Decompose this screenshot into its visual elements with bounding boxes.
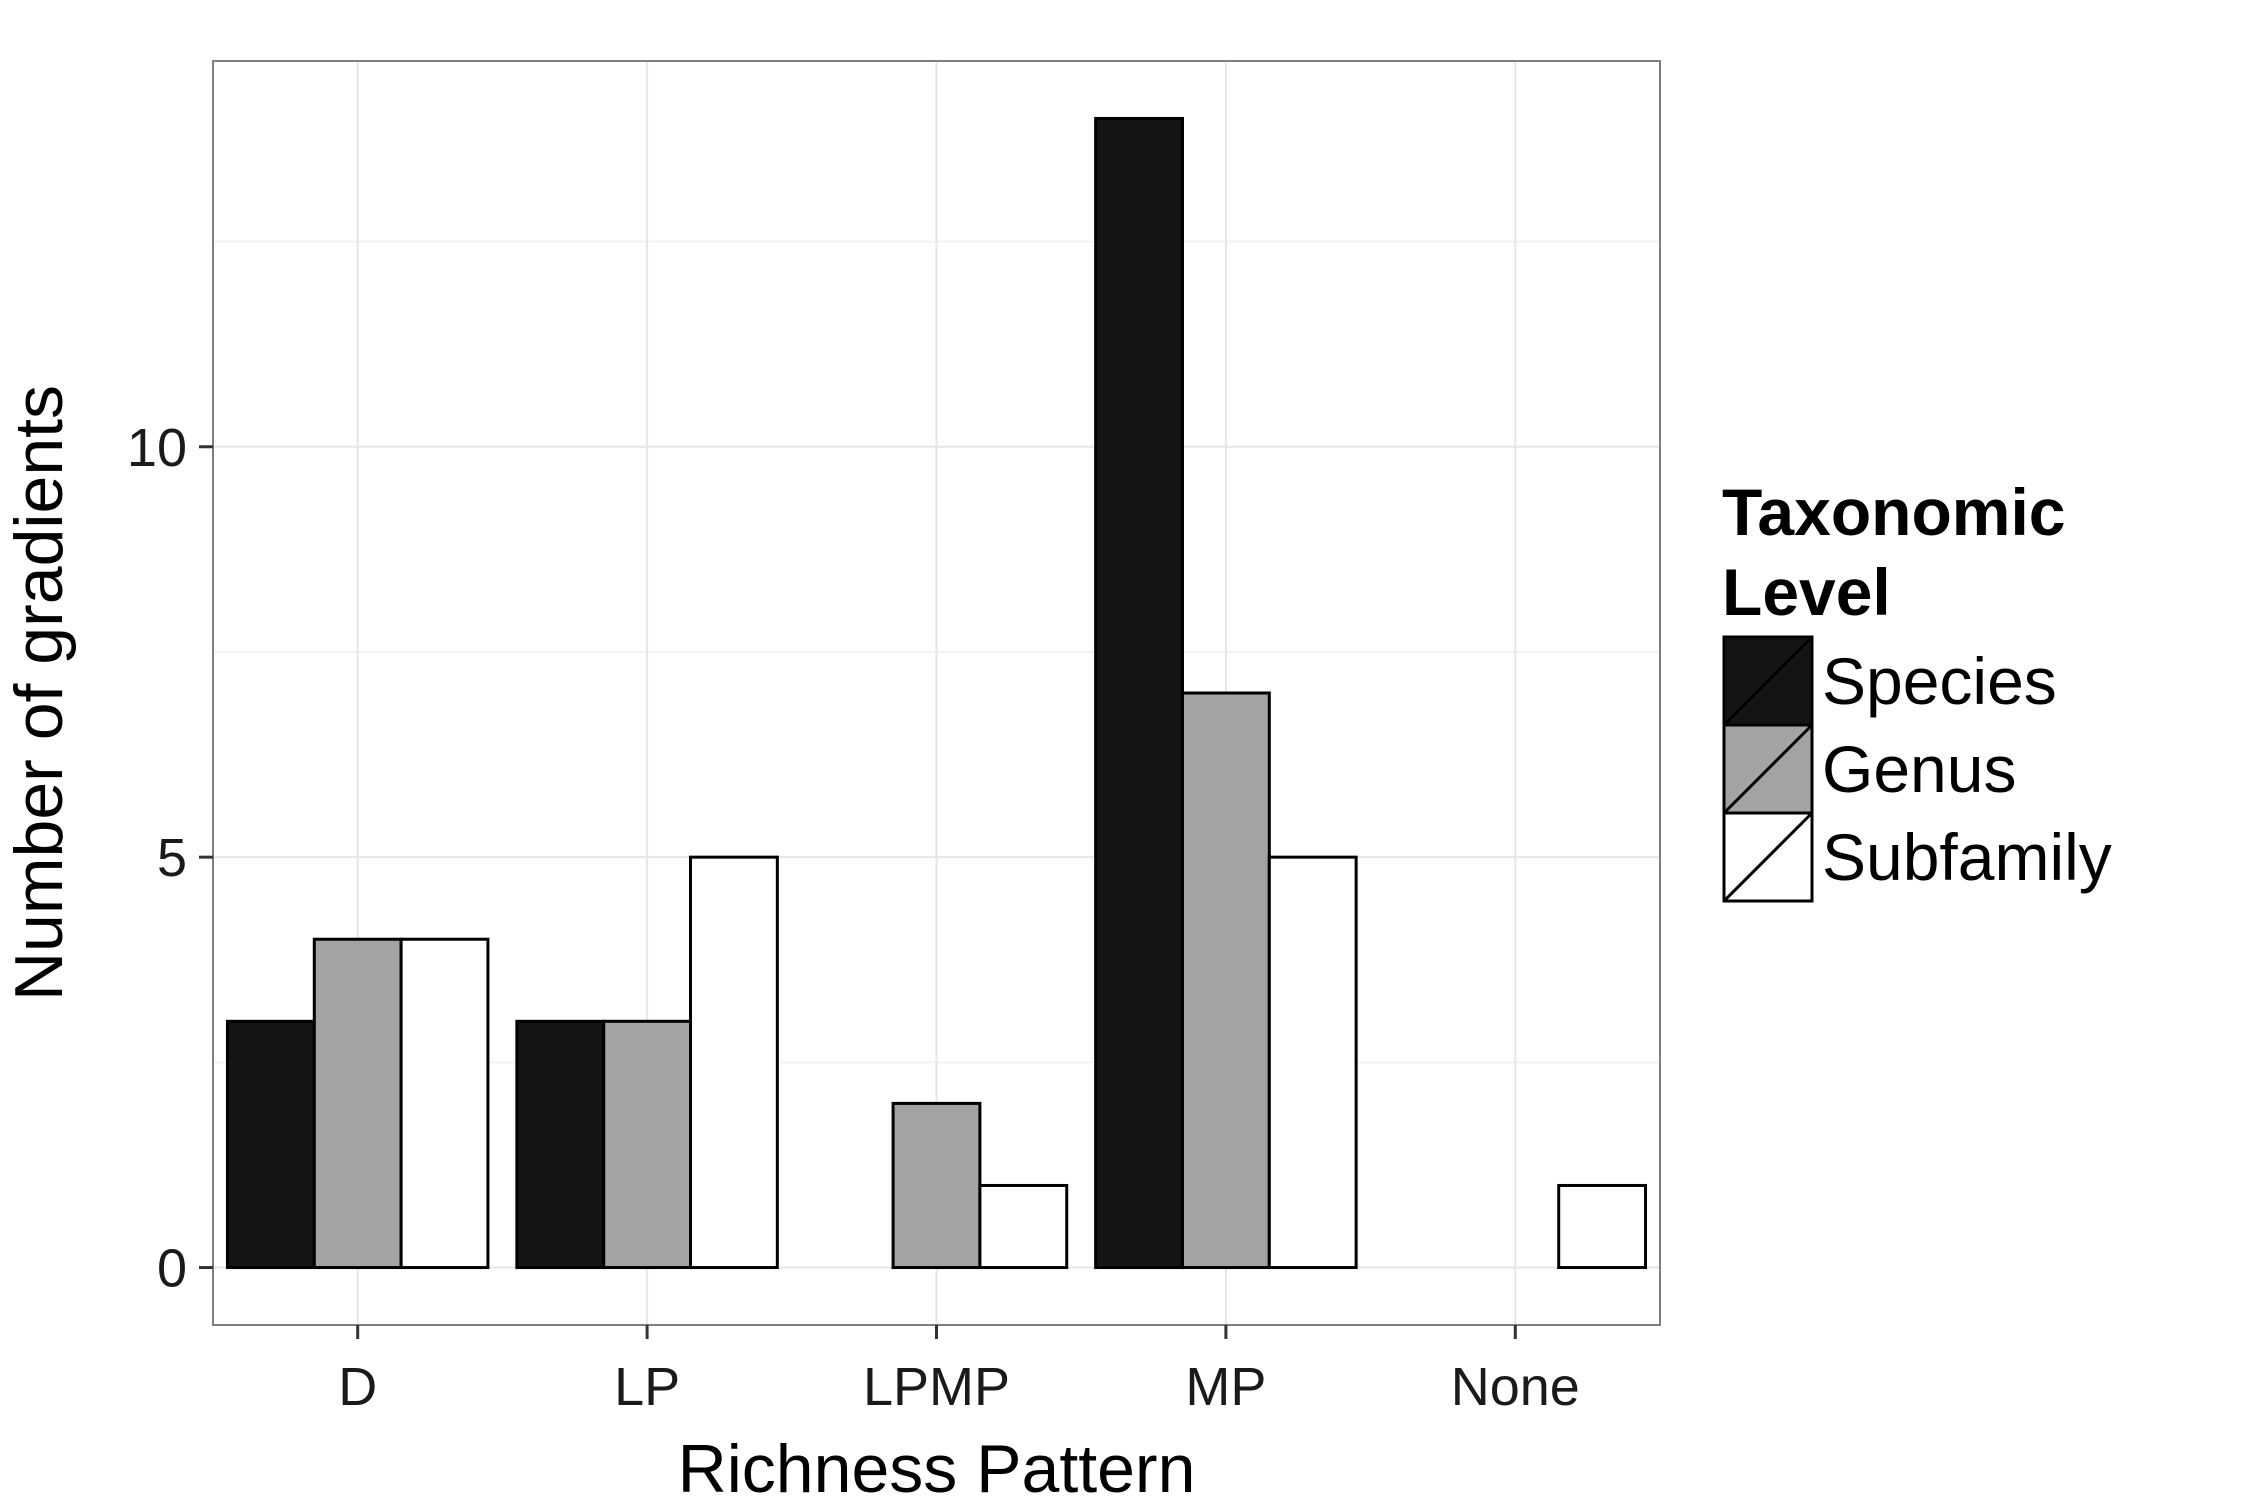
bar-genus-d [312,937,403,1270]
bar-genus-lpmp [891,1101,982,1270]
bar-layer [225,116,1648,1270]
bar-subfamily-lp [689,855,779,1270]
bar-subfamily-lpmp [978,1183,1069,1270]
axes: 0 5 10 D LP LPMP MP None [127,60,1661,1417]
bar-subfamily-none [1557,1183,1648,1270]
bar-subfamily-mp [1267,855,1358,1270]
legend-label-subfamily: Subfamily [1822,820,2112,894]
legend-key-diagonal [1722,811,1814,903]
bar-species-lp [515,1019,606,1270]
x-tick-label: LPMP [863,1357,1010,1417]
legend: Taxonomic Level Species Genus Subfamily [1722,475,2112,903]
y-tick-label: 0 [157,1239,187,1299]
x-tick-label: D [338,1357,377,1417]
y-axis-title: Number of gradients [1,385,77,1001]
bar-species-mp [1094,116,1184,1270]
x-tick-label: MP [1185,1357,1266,1417]
bar-species-d [225,1019,316,1270]
legend-key-diagonal [1722,723,1814,815]
legend-title-line-1: Taxonomic [1722,475,2066,549]
y-tick-label: 5 [157,828,187,888]
legend-label-species: Species [1822,644,2057,718]
x-axis-title: Richness Pattern [678,1431,1196,1500]
x-tick-label: None [1451,1357,1580,1417]
legend-title-line-2: Level [1722,555,1891,629]
bar-subfamily-d [399,937,490,1270]
legend-label-genus: Genus [1822,732,2016,806]
x-tick-label: LP [614,1357,680,1417]
y-tick-label: 10 [127,418,187,478]
legend-key-diagonal [1722,635,1814,727]
bar-genus-mp [1180,691,1271,1270]
bar-genus-lp [602,1019,693,1270]
